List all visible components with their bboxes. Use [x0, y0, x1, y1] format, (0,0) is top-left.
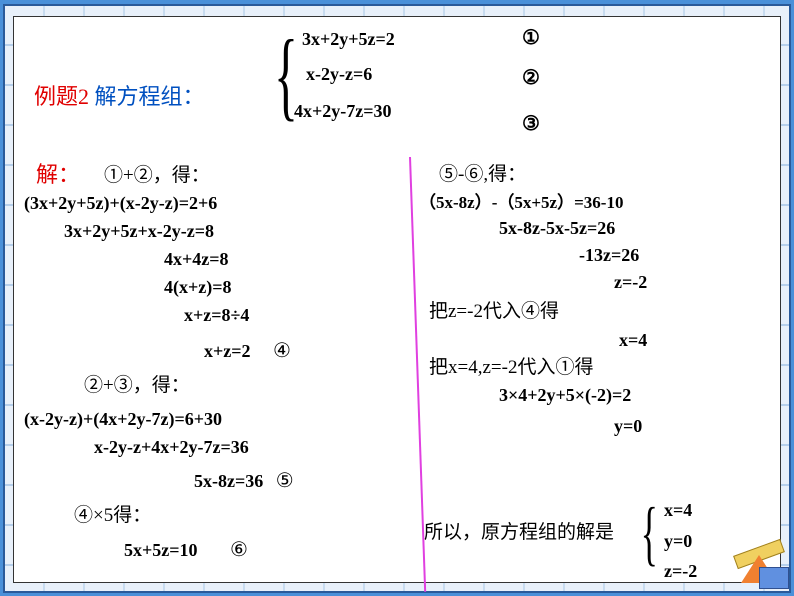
example-label: 例题2 [34, 84, 89, 109]
left-line-8: x-2y-z+4x+2y-7z=36 [24, 434, 404, 462]
left-line-1: (3x+2y+5z)+(x-2y-z)=2+6 [24, 190, 404, 218]
right-column: ⑤-⑥,得： （5x-8z）-（5x+5z）=36-10 5x-8z-5x-5z… [419, 161, 779, 440]
grid-background: { 3x+2y+5z=2 x-2y-z=6 4x+2y-7z=30 ① ② ③ … [3, 4, 791, 593]
left-line-3: 4x+4z=8 [24, 246, 404, 274]
eq-number-4: ④ [273, 340, 291, 362]
sol-x: x=4 [664, 495, 697, 526]
right-line-4: z=-2 [419, 269, 779, 296]
solution-brace: { [641, 497, 658, 569]
conclusion-text: 所以，原方程组的解是 [424, 517, 614, 544]
equation-2: x-2y-z=6 [264, 64, 395, 85]
right-line-7: y=0 [419, 413, 779, 440]
solution-values: x=4 y=0 z=-2 [664, 495, 697, 587]
left-line-4: 4(x+z)=8 [24, 274, 404, 302]
right-step-1: ⑤-⑥,得： [419, 161, 779, 190]
sol-z: z=-2 [664, 556, 697, 587]
slide: { 3x+2y+5z=2 x-2y-z=6 4x+2y-7z=30 ① ② ③ … [13, 16, 781, 583]
left-step-2: ②+③，得： [24, 371, 404, 400]
book-icon [759, 567, 789, 589]
equation-3: 4x+2y-7z=30 [264, 101, 395, 122]
left-step-3: ④×5得： [24, 501, 404, 530]
sol-y: y=0 [664, 526, 697, 557]
left-line-2: 3x+2y+5z+x-2y-z=8 [24, 218, 404, 246]
left-step-1: ①+②，得： [24, 161, 404, 190]
content-area: { 3x+2y+5z=2 x-2y-z=6 4x+2y-7z=30 ① ② ③ … [14, 17, 780, 582]
left-column: ①+②，得： (3x+2y+5z)+(x-2y-z)=2+6 3x+2y+5z+… [24, 161, 404, 566]
left-line-6: x+z=2 [204, 341, 251, 361]
equation-1: 3x+2y+5z=2 [264, 29, 395, 50]
eq-number-1: ① [522, 25, 540, 50]
eq-number-5: ⑤ [276, 470, 294, 492]
eq-number-6: ⑥ [230, 539, 248, 561]
right-step-2: 把z=-2代入④得 [419, 298, 779, 327]
corner-decoration [729, 521, 789, 591]
eq-number-3: ③ [522, 111, 540, 136]
equation-system: 3x+2y+5z=2 x-2y-z=6 4x+2y-7z=30 [264, 23, 395, 128]
left-line-5: x+z=8÷4 [24, 302, 404, 330]
right-line-3: -13z=26 [419, 242, 779, 269]
left-line-9: 5x-8z=36 [194, 471, 263, 491]
title-row: 例题2 解方程组： [34, 79, 205, 111]
left-line-10: 5x+5z=10 [124, 540, 198, 560]
left-line-7: (x-2y-z)+(4x+2y-7z)=6+30 [24, 406, 404, 434]
right-line-5: x=4 [419, 327, 779, 354]
eq-number-2: ② [522, 65, 540, 90]
right-step-3: 把x=4,z=-2代入①得 [419, 354, 779, 383]
right-line-2: 5x-8z-5x-5z=26 [419, 215, 779, 242]
right-line-6: 3×4+2y+5×(-2)=2 [419, 382, 779, 409]
solve-label: 解方程组： [95, 84, 205, 109]
right-line-1: （5x-8z）-（5x+5z）=36-10 [419, 190, 779, 216]
